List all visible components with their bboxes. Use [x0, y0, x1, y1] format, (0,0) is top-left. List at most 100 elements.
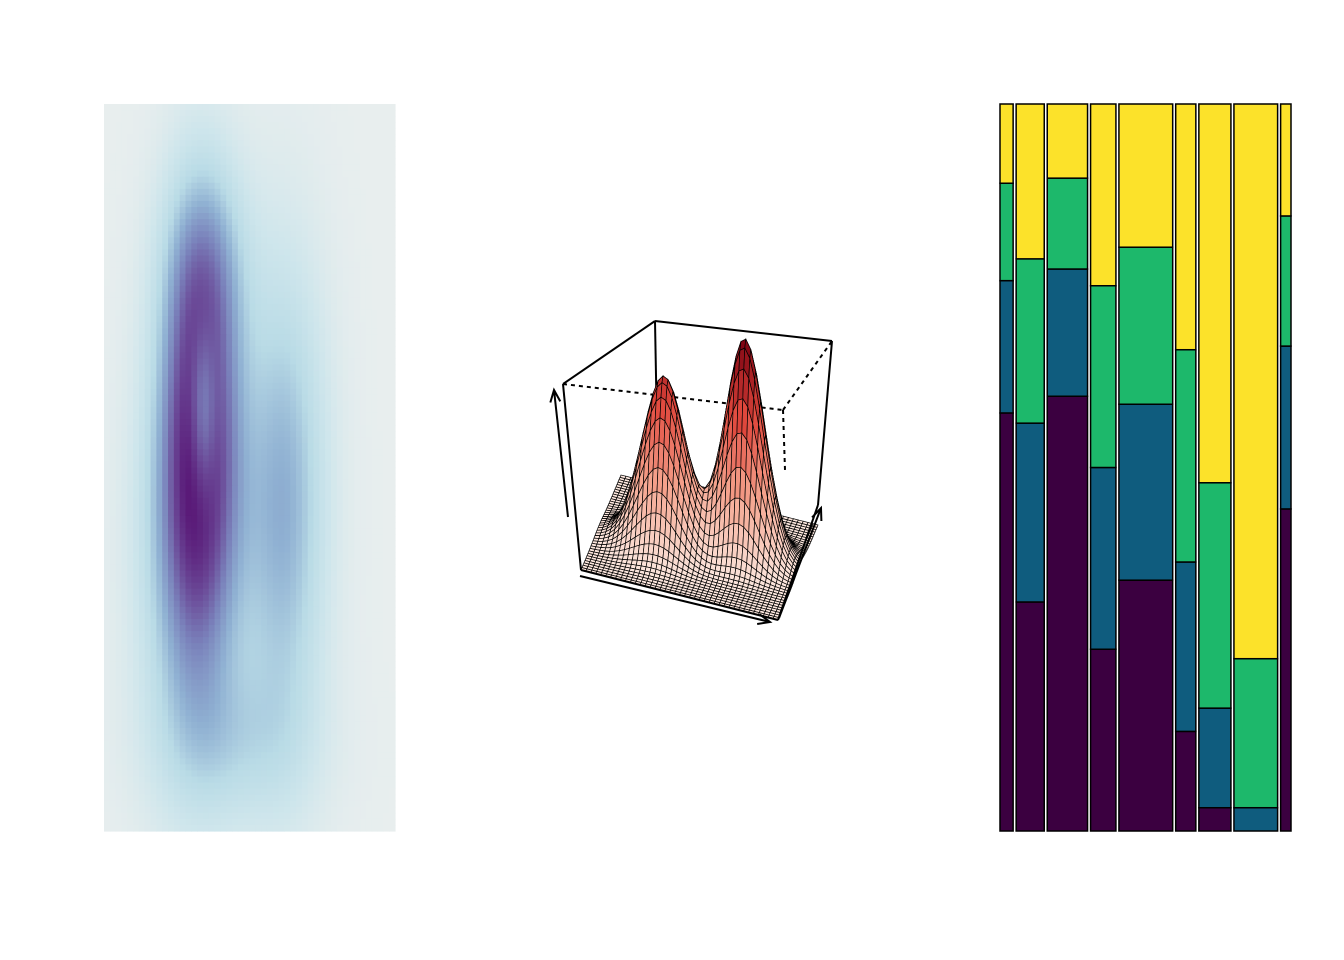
heatmap-cell [348, 104, 355, 111]
heatmap-cell [179, 291, 187, 299]
heatmap-cell [179, 200, 187, 208]
heatmap-cell [185, 273, 192, 281]
heatmap-cell [133, 231, 140, 238]
heatmap-cell [144, 637, 152, 644]
heatmap-cell [115, 134, 123, 141]
heatmap-cell [319, 479, 326, 487]
heatmap-cell [168, 116, 175, 123]
heatmap-cell [354, 558, 361, 566]
heatmap-cell [377, 158, 384, 166]
heatmap-cell [272, 322, 280, 329]
heatmap-cell [243, 358, 251, 366]
heatmap-cell [185, 425, 192, 432]
heatmap-cell [342, 655, 350, 662]
heatmap-cell [168, 540, 175, 547]
heatmap-cell [330, 406, 338, 414]
heatmap-cell [179, 182, 187, 190]
heatmap-cell [144, 437, 152, 444]
heatmap-cell [336, 200, 344, 208]
heatmap-cell [150, 703, 157, 711]
heatmap-cell [214, 515, 221, 523]
heatmap-cell [290, 110, 297, 117]
heatmap-cell [301, 352, 309, 360]
heatmap-cell [278, 219, 286, 226]
heatmap-cell [313, 206, 320, 214]
heatmap-cell [226, 176, 233, 184]
heatmap-cell [156, 231, 163, 238]
heatmap-cell [278, 479, 286, 487]
heatmap-cell [336, 261, 344, 269]
heatmap-cell [266, 552, 274, 559]
heatmap-cell [301, 128, 309, 135]
heatmap-cell [284, 425, 291, 432]
heatmap-cell [284, 322, 291, 329]
heatmap-cell [208, 703, 216, 711]
heatmap-cell [185, 170, 192, 178]
heatmap-cell [185, 412, 192, 420]
heatmap-cell [202, 667, 210, 675]
heatmap-cell [202, 176, 210, 184]
heatmap-cell [325, 558, 332, 566]
heatmap-cell [226, 673, 233, 681]
heatmap-cell [290, 322, 297, 329]
heatmap-cell [284, 388, 291, 396]
heatmap-cell [237, 528, 245, 535]
heatmap-cell [307, 582, 315, 590]
heatmap-cell [319, 631, 326, 638]
heatmap-cell [330, 667, 338, 675]
heatmap-cell [168, 400, 175, 408]
heatmap-cell [319, 649, 326, 656]
heatmap-cell [389, 164, 396, 172]
heatmap-cell [336, 564, 344, 572]
heatmap-cell [202, 655, 210, 662]
heatmap-cell [383, 128, 390, 135]
heatmap-cell [261, 206, 268, 214]
heatmap-cell [173, 255, 181, 263]
heatmap-cell [185, 552, 192, 559]
heatmap-cell [202, 455, 210, 463]
heatmap-cell [243, 685, 251, 693]
heatmap-cell [261, 618, 268, 626]
heatmap-cell [202, 231, 210, 238]
heatmap-cell [296, 443, 303, 450]
heatmap-cell [383, 612, 390, 620]
heatmap-cell [342, 400, 350, 408]
heatmap-cell [220, 394, 227, 402]
heatmap-cell [156, 170, 163, 178]
heatmap-cell [290, 164, 297, 172]
heatmap-cell [296, 176, 303, 184]
heatmap-cell [109, 558, 117, 566]
heatmap-cell [266, 540, 274, 547]
heatmap-cell [371, 582, 379, 590]
heatmap-cell [249, 231, 256, 238]
heatmap-cell [389, 152, 396, 160]
heatmap-cell [307, 612, 315, 620]
heatmap-cell [313, 479, 320, 487]
heatmap-cell [371, 703, 379, 711]
heatmap-cell [226, 346, 233, 353]
heatmap-cell [237, 188, 245, 196]
heatmap-cell [220, 370, 227, 378]
heatmap-cell [371, 485, 379, 493]
heatmap-cell [348, 370, 355, 378]
heatmap-cell [371, 497, 379, 505]
heatmap-cell [226, 540, 233, 547]
heatmap-cell [249, 582, 256, 590]
heatmap-cell [185, 346, 192, 353]
heatmap-cell [278, 146, 286, 154]
heatmap-cell [278, 612, 286, 620]
heatmap-cell [354, 473, 361, 481]
heatmap-cell [226, 449, 233, 456]
heatmap-cell [319, 625, 326, 632]
heatmap-cell [197, 176, 204, 184]
heatmap-cell [389, 467, 396, 475]
heatmap-cell [185, 649, 192, 656]
heatmap-cell [301, 552, 309, 559]
heatmap-cell [232, 618, 239, 626]
heatmap-cell [127, 267, 134, 275]
heatmap-cell [179, 685, 187, 693]
heatmap-cell [313, 606, 320, 614]
heatmap-cell [104, 637, 111, 644]
heatmap-cell [150, 479, 157, 487]
heatmap-cell [121, 291, 128, 299]
